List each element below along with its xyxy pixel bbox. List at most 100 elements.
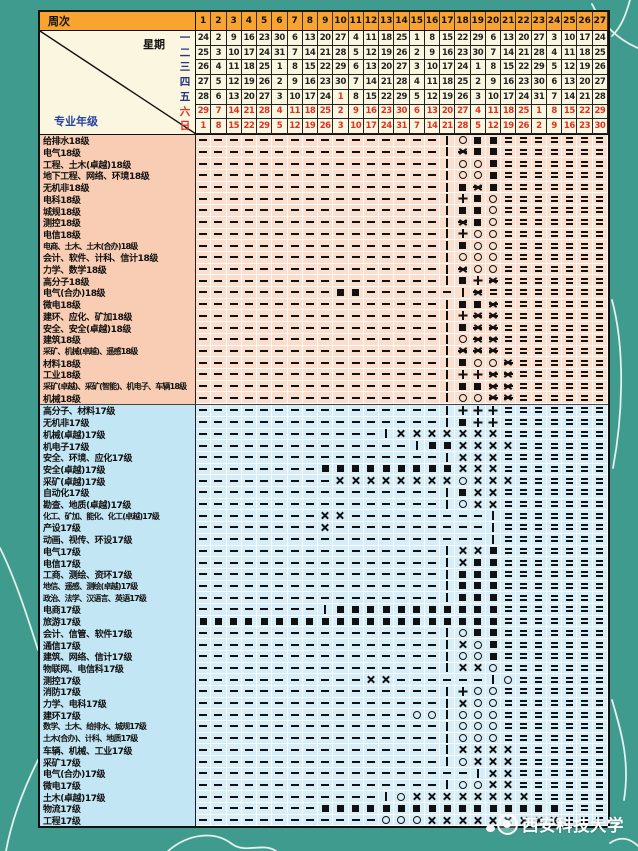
dash-teaching-week [275,725,284,728]
grid-cell [257,510,273,523]
week-number-cell: 20 [486,12,502,30]
grid-cell [592,791,608,803]
grid-cell [470,709,486,722]
vertical-bar-end-of-classes [446,558,449,568]
grid-cell [501,498,517,511]
dash-teaching-week [290,361,299,364]
schedule-row: 工业18级 [40,368,608,381]
grid-cell [531,345,547,358]
grid-cell [333,709,349,722]
dash-teaching-week [321,503,330,506]
grid-cell [455,756,471,768]
grid-cell [440,428,456,441]
grid-cell [592,627,608,640]
grid-cell [455,627,471,640]
dash-teaching-week [305,150,314,153]
grid-cell [546,650,563,663]
grid-cell [302,134,319,147]
row-label: 测控18级 [40,216,196,229]
dash-teaching-week [290,772,299,775]
double-dash-vacation [520,781,528,788]
cross-training [519,792,528,801]
grid-cell [348,721,364,733]
grid-cell [394,158,410,171]
dash-teaching-week [244,737,253,740]
dash-teaching-week [366,421,375,424]
grid-cell [577,697,593,710]
double-dash-vacation [596,254,604,261]
dash-teaching-week [275,349,284,352]
grid-cell [196,216,212,229]
grid-cell [485,580,502,593]
grid-cell [516,721,532,733]
grid-cell [318,487,334,499]
dash-teaching-week [290,748,299,751]
dash-teaching-week [397,221,406,224]
grid-cell [501,522,517,534]
cross-training [443,816,452,825]
dash-teaching-week [244,491,253,494]
dash-teaching-week [275,268,284,270]
grid-cell [546,498,563,511]
grid-cell [424,416,441,429]
grid-cell [592,146,608,159]
grid-cell [257,779,273,792]
grid-cell [257,604,273,616]
grid-cell [318,685,334,698]
schedule-row: 化工、矿加、能化、化工(卓越)17级 [40,510,608,523]
grid-cell [409,298,425,311]
grid-cell [394,709,410,722]
dash-teaching-week [275,643,284,646]
dash-teaching-week [214,737,223,740]
grid-cell [226,615,242,628]
filled-square-practice [260,617,268,625]
double-dash-vacation [550,137,558,144]
grid-cell [272,510,288,523]
grid-cell [363,487,380,499]
grid-cell [196,451,212,464]
grid-cell [424,475,441,488]
grid-cell [241,322,258,334]
double-dash-vacation [535,571,543,578]
date-cell: 10 [485,89,502,105]
double-dash-vacation [535,430,543,437]
double-dash-vacation [596,817,604,824]
circle-exam [428,710,436,719]
vertical-bar-end-of-classes [446,721,449,731]
dash-teaching-week [260,291,269,294]
double-dash-vacation [520,312,528,319]
reference-mark [488,381,498,391]
double-dash-vacation [565,148,573,155]
grid-cell [577,263,593,276]
grid-cell [440,357,456,369]
double-dash-vacation [596,312,604,319]
dash-teaching-week [199,690,208,693]
grid-cell [501,685,517,698]
grid-cell [394,791,410,803]
dash-teaching-week [214,643,223,646]
double-dash-vacation [581,501,589,508]
double-dash-vacation [520,770,528,777]
dash-teaching-week [428,385,436,388]
grid-cell [470,791,486,803]
grid-cell [409,263,425,276]
row-label: 无机非17级 [40,416,196,429]
dash-teaching-week [366,232,375,235]
grid-cell [485,170,502,182]
date-cell: 5 [546,60,563,76]
grid-cell [241,604,258,616]
grid-cell [577,592,593,605]
week-number-cell: 3 [227,12,242,30]
vertical-bar-end-of-classes [446,205,449,215]
grid-cell [211,580,227,593]
grid-cell [501,298,517,311]
grid-cell [485,440,502,452]
grid-cell [531,205,547,217]
grid-cell [272,756,288,768]
grid-cell [516,275,532,288]
filled-square-practice [459,570,467,578]
grid-cell [272,405,288,417]
double-dash-vacation [581,723,589,730]
grid-cell [196,134,212,147]
double-dash-vacation [520,618,528,625]
